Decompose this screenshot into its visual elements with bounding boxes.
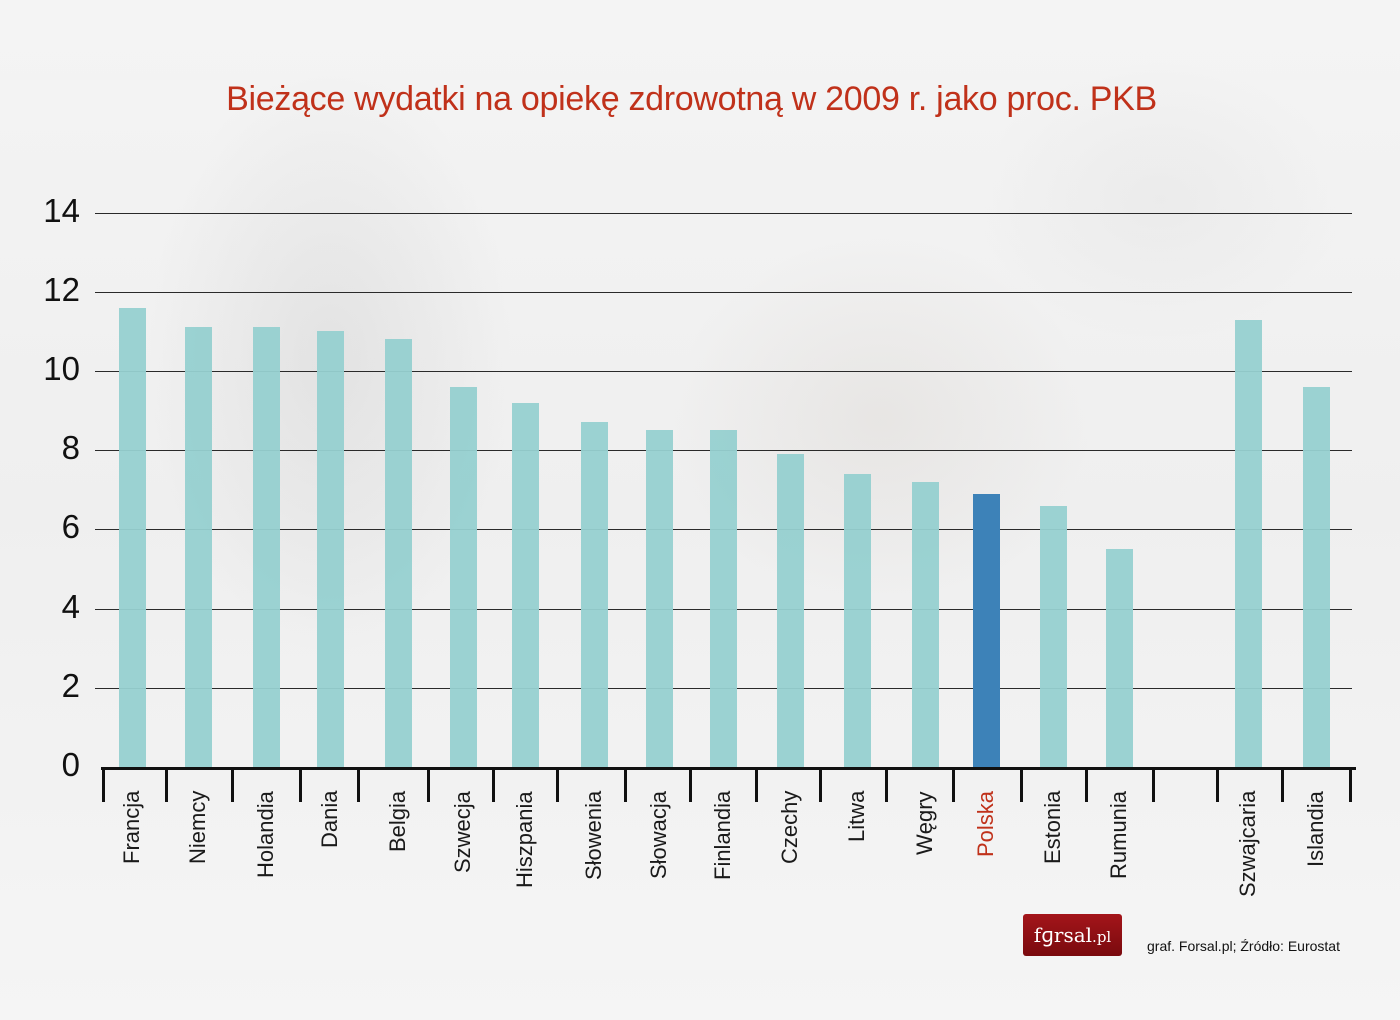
bar-słowacja bbox=[646, 430, 673, 767]
y-tick-label: 14 bbox=[43, 191, 80, 229]
x-label-islandia: Islandia bbox=[1303, 791, 1328, 867]
y-tick-label: 8 bbox=[61, 429, 80, 467]
y-tick-label: 4 bbox=[61, 587, 80, 625]
logo-text: fɡrsal.pl bbox=[1033, 923, 1112, 947]
x-label-polska: Polska bbox=[973, 790, 998, 857]
x-label-estonia: Estonia bbox=[1040, 790, 1065, 864]
x-label-czechy: Czechy bbox=[777, 790, 802, 864]
x-axis-tick bbox=[1349, 767, 1352, 802]
x-label-niemcy: Niemcy bbox=[185, 790, 210, 864]
x-axis-tick bbox=[1085, 767, 1088, 802]
x-label-belgia: Belgia bbox=[385, 790, 410, 852]
x-axis-tick bbox=[1281, 767, 1284, 802]
x-axis-tick bbox=[556, 767, 559, 802]
y-tick-label: 6 bbox=[61, 508, 80, 546]
x-label-holandia: Holandia bbox=[253, 791, 278, 878]
x-label-dania: Dania bbox=[317, 790, 342, 848]
bar-holandia bbox=[253, 327, 280, 767]
bar-polska bbox=[973, 494, 1000, 767]
x-label-szwecja: Szwecja bbox=[450, 791, 475, 873]
bar-słowenia bbox=[581, 422, 608, 767]
forsal-logo: fɡrsal.pl bbox=[1023, 914, 1122, 956]
y-tick-label: 0 bbox=[61, 746, 80, 783]
bar-dania bbox=[317, 331, 344, 767]
x-axis-tick bbox=[755, 767, 758, 802]
x-axis-tick bbox=[1216, 767, 1219, 802]
bar-finlandia bbox=[710, 430, 737, 767]
x-axis bbox=[101, 767, 1356, 770]
x-label-węgry: Węgry bbox=[912, 791, 937, 855]
bar-hiszpania bbox=[512, 403, 539, 767]
bar-litwa bbox=[844, 474, 871, 767]
gridline bbox=[95, 213, 1352, 214]
x-label-hiszpania: Hiszpania bbox=[512, 791, 537, 888]
x-axis-tick bbox=[952, 767, 955, 802]
gridline bbox=[95, 292, 1352, 293]
x-label-szwajcaria: Szwajcaria bbox=[1235, 790, 1260, 897]
x-label-rumunia: Rumunia bbox=[1106, 790, 1131, 879]
x-label-francja: Francja bbox=[119, 790, 144, 864]
x-axis-tick bbox=[102, 767, 105, 802]
chart-title: Bieżące wydatki na opiekę zdrowotną w 20… bbox=[226, 80, 1157, 118]
x-axis-tick bbox=[1152, 767, 1155, 802]
x-axis-tick bbox=[299, 767, 302, 802]
x-label-słowacja: Słowacja bbox=[646, 790, 671, 879]
x-label-finlandia: Finlandia bbox=[710, 790, 735, 880]
y-tick-label: 10 bbox=[43, 350, 80, 387]
bar-czechy bbox=[777, 454, 804, 767]
bar-węgry bbox=[912, 482, 939, 767]
x-axis-tick bbox=[624, 767, 627, 802]
bar-estonia bbox=[1040, 506, 1067, 767]
source-note: graf. Forsal.pl; Źródło: Eurostat bbox=[1147, 938, 1340, 954]
x-axis-tick bbox=[231, 767, 234, 802]
bar-szwecja bbox=[450, 387, 477, 767]
bar-belgia bbox=[385, 339, 412, 767]
x-axis-tick bbox=[492, 767, 495, 802]
y-tick-label: 12 bbox=[43, 270, 80, 308]
x-axis-tick bbox=[165, 767, 168, 802]
bar-francja bbox=[119, 308, 146, 767]
y-tick-label: 2 bbox=[61, 666, 80, 704]
x-axis-tick bbox=[689, 767, 692, 802]
gridline bbox=[95, 371, 1352, 372]
x-axis-tick bbox=[427, 767, 430, 802]
x-axis-tick bbox=[357, 767, 360, 802]
bar-szwajcaria bbox=[1235, 320, 1262, 767]
x-label-litwa: Litwa bbox=[844, 790, 869, 842]
x-axis-tick bbox=[819, 767, 822, 802]
x-axis-tick bbox=[1020, 767, 1023, 802]
bar-rumunia bbox=[1106, 549, 1133, 767]
x-label-słowenia: Słowenia bbox=[581, 790, 606, 880]
bar-niemcy bbox=[185, 327, 212, 767]
bar-islandia bbox=[1303, 387, 1330, 767]
x-axis-tick bbox=[885, 767, 888, 802]
